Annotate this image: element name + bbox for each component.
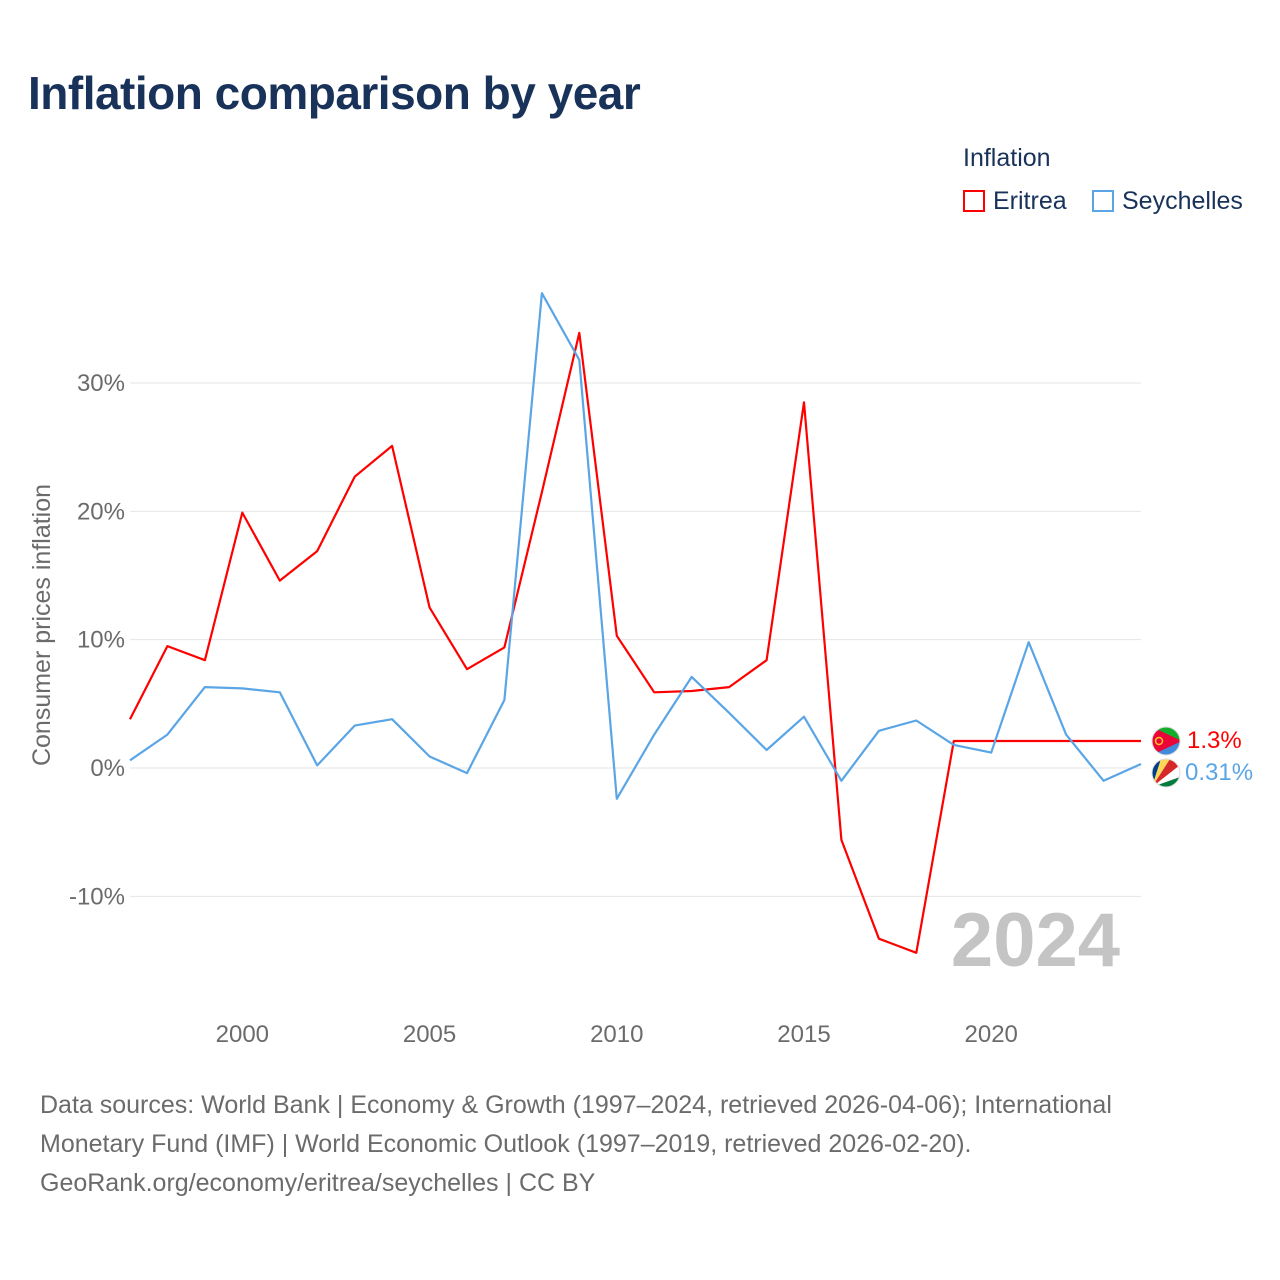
legend-title: Inflation <box>963 144 1051 172</box>
x-tick-label: 2000 <box>216 1021 269 1048</box>
legend-swatch-seychelles <box>1092 190 1114 212</box>
legend-swatch-eritrea <box>963 190 985 212</box>
series-line-seychelles[interactable] <box>129 292 1142 800</box>
x-tick-label: 2015 <box>777 1021 830 1048</box>
y-tick-label: 10% <box>77 627 125 654</box>
legend-label-eritrea: Eritrea <box>993 186 1067 215</box>
seychelles-flag-icon <box>1152 759 1180 787</box>
y-axis-label: Consumer prices inflation <box>28 484 56 766</box>
y-tick-label: 20% <box>77 498 125 525</box>
y-tick-label: 0% <box>90 755 125 782</box>
source-link[interactable]: GeoRank.org/economy/eritrea/seychelles |… <box>40 1169 596 1197</box>
source-line-2: Monetary Fund (IMF) | World Economic Out… <box>40 1130 972 1158</box>
y-tick-label: 30% <box>77 370 125 397</box>
source-line-1: Data sources: World Bank | Economy & Gro… <box>40 1091 1112 1119</box>
year-watermark: 2024 <box>951 898 1120 983</box>
eritrea-flag-icon <box>1152 727 1180 755</box>
end-label-seychelles: 0.31% <box>1185 759 1253 786</box>
y-tick-label: -10% <box>69 883 125 910</box>
legend-label-seychelles: Seychelles <box>1122 186 1243 215</box>
x-tick-label: 2020 <box>965 1021 1018 1048</box>
data-source-note: Data sources: World Bank | Economy & Gro… <box>40 1086 1220 1203</box>
chart-title: Inflation comparison by year <box>28 67 641 119</box>
series-line-eritrea[interactable] <box>129 331 1141 954</box>
legend-item-eritrea[interactable]: Eritrea <box>963 186 1067 216</box>
legend-item-seychelles[interactable]: Seychelles <box>1092 186 1243 216</box>
end-label-eritrea: 1.3% <box>1187 727 1242 754</box>
x-tick-label: 2005 <box>403 1021 456 1048</box>
x-tick-label: 2010 <box>590 1021 643 1048</box>
